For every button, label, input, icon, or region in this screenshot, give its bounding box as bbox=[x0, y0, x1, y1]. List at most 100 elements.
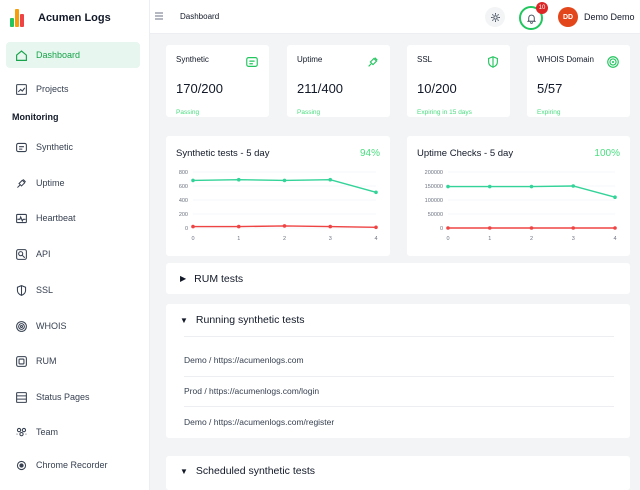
y-tick-label: 200000 bbox=[425, 170, 443, 176]
data-point bbox=[328, 224, 333, 229]
running-test-row[interactable]: Demo / https://acumenlogs.com/register bbox=[184, 417, 335, 427]
panel-title: RUM tests bbox=[194, 272, 244, 285]
x-tick-label: 1 bbox=[237, 236, 240, 242]
stat-title: WHOIS Domain bbox=[537, 55, 594, 64]
x-tick-label: 0 bbox=[446, 236, 449, 242]
data-point bbox=[487, 184, 492, 189]
y-tick-label: 200 bbox=[179, 212, 188, 218]
sidebar-item-ssl[interactable]: SSL bbox=[6, 277, 140, 303]
caret-down-icon: ▼ bbox=[180, 315, 188, 325]
stat-value: 211/400 bbox=[297, 81, 344, 96]
sidebar-item-chrome-recorder[interactable]: Chrome Recorder bbox=[6, 452, 140, 478]
divider bbox=[184, 336, 614, 337]
sidebar-item-team[interactable]: Team bbox=[6, 419, 140, 445]
sidebar-item-status-pages[interactable]: Status Pages bbox=[6, 384, 140, 410]
data-point bbox=[571, 226, 576, 230]
synthetic-icon bbox=[14, 140, 28, 154]
chart-percent: 100% bbox=[594, 148, 620, 159]
stat-value: 10/200 bbox=[417, 81, 457, 96]
sidebar-item-label: Team bbox=[36, 427, 59, 437]
brand[interactable]: Acumen Logs bbox=[10, 8, 111, 28]
sidebar-item-label: Chrome Recorder bbox=[36, 460, 108, 470]
synthetic-line-chart: 800 600 400 200 00 1 2 3 4 bbox=[179, 170, 378, 242]
caret-down-icon: ▼ bbox=[180, 466, 188, 476]
sidebar-item-projects[interactable]: Projects bbox=[6, 76, 140, 102]
stat-card-uptime[interactable]: Uptime 211/400 Passing bbox=[287, 45, 390, 117]
data-point bbox=[571, 184, 576, 188]
data-point bbox=[613, 195, 617, 199]
divider bbox=[184, 406, 614, 407]
x-tick-label: 2 bbox=[283, 236, 286, 242]
avatar[interactable]: DD bbox=[558, 7, 578, 27]
data-point bbox=[191, 224, 195, 229]
plug-icon bbox=[14, 176, 28, 190]
x-tick-label: 4 bbox=[374, 236, 377, 242]
sidebar: Acumen Logs Dashboard Projects Monitorin… bbox=[0, 0, 150, 490]
status-pages-icon bbox=[14, 390, 28, 404]
running-test-row[interactable]: Prod / https://acumenlogs.com/login bbox=[184, 386, 320, 396]
scheduled-tests-toggle[interactable]: ▼ Scheduled synthetic tests bbox=[180, 456, 315, 486]
stat-value: 5/57 bbox=[537, 81, 563, 96]
data-point bbox=[191, 178, 195, 183]
home-icon bbox=[14, 48, 28, 62]
running-tests-toggle[interactable]: ▼ Running synthetic tests bbox=[180, 304, 304, 336]
data-point bbox=[374, 225, 378, 230]
chart-card-synthetic: Synthetic tests - 5 day 94% 800 600 400 200… bbox=[166, 136, 390, 256]
y-tick-label: 150000 bbox=[425, 184, 443, 190]
chart-card-uptime: Uptime Checks - 5 day 100% 200000 150000 1… bbox=[407, 136, 630, 256]
sidebar-item-label: WHOIS bbox=[36, 321, 67, 331]
sidebar-item-label: Projects bbox=[36, 84, 69, 94]
chart-icon bbox=[14, 82, 28, 96]
sidebar-item-dashboard[interactable]: Dashboard bbox=[6, 42, 140, 68]
sidebar-item-label: Status Pages bbox=[36, 392, 90, 402]
running-test-row[interactable]: Demo / https://acumenlogs.com bbox=[184, 355, 304, 365]
team-icon bbox=[14, 425, 28, 439]
caret-right-icon: ▶ bbox=[180, 274, 187, 283]
settings-button[interactable] bbox=[485, 7, 505, 27]
sidebar-item-heartbeat[interactable]: Heartbeat bbox=[6, 205, 140, 231]
y-tick-label: 400 bbox=[179, 198, 188, 204]
x-tick-label: 3 bbox=[329, 236, 332, 242]
data-point bbox=[487, 226, 492, 230]
x-tick-label: 2 bbox=[530, 236, 533, 242]
stat-card-synthetic[interactable]: Synthetic 170/200 Passing bbox=[166, 45, 269, 117]
scheduled-tests-panel[interactable]: ▼ Scheduled synthetic tests bbox=[166, 456, 630, 490]
uptime-line-chart: 200000 150000 100000 50000 00 1 2 3 4 bbox=[425, 170, 617, 242]
shield-icon bbox=[488, 56, 498, 68]
notification-badge: 10 bbox=[536, 2, 548, 14]
rum-tests-toggle[interactable]: ▶ RUM tests bbox=[180, 263, 243, 294]
api-icon bbox=[14, 247, 28, 261]
brand-name: Acumen Logs bbox=[38, 12, 111, 24]
synthetic-icon bbox=[246, 57, 258, 67]
sidebar-item-synthetic[interactable]: Synthetic bbox=[6, 134, 140, 160]
running-tests-panel: ▼ Running synthetic tests Demo / https://… bbox=[166, 304, 630, 438]
sidebar-item-uptime[interactable]: Uptime bbox=[6, 170, 140, 196]
x-tick-label: 4 bbox=[613, 236, 616, 242]
sidebar-item-api[interactable]: API bbox=[6, 241, 140, 267]
stat-title: Synthetic bbox=[176, 55, 209, 64]
chrome-icon bbox=[14, 458, 28, 472]
page-title: Dashboard bbox=[180, 12, 220, 21]
stat-status: Passing bbox=[176, 109, 200, 116]
logo-icon bbox=[10, 9, 28, 27]
y-tick-label: 50000 bbox=[428, 212, 443, 218]
stat-title: Uptime bbox=[297, 55, 323, 64]
notifications-button[interactable] bbox=[519, 6, 543, 30]
stat-status: Expiring in 15 days bbox=[417, 109, 472, 116]
data-point bbox=[613, 226, 617, 230]
y-tick-label: 0 bbox=[185, 226, 188, 232]
rum-icon bbox=[14, 354, 28, 368]
chart-percent: 94% bbox=[359, 148, 380, 159]
sidebar-item-whois[interactable]: WHOIS bbox=[6, 313, 140, 339]
sidebar-item-label: RUM bbox=[36, 356, 57, 366]
rum-tests-panel[interactable]: ▶ RUM tests bbox=[166, 263, 630, 294]
stat-card-whois[interactable]: WHOIS Domain 5/57 Expiring bbox=[527, 45, 630, 117]
y-tick-label: 600 bbox=[179, 184, 188, 190]
sidebar-item-label: Heartbeat bbox=[36, 213, 76, 223]
stat-status: Expiring bbox=[537, 109, 561, 116]
stat-card-ssl[interactable]: SSL 10/200 Expiring in 15 days bbox=[407, 45, 510, 117]
data-point bbox=[236, 224, 241, 229]
menu-icon[interactable] bbox=[154, 11, 164, 21]
user-name[interactable]: Demo Demo bbox=[584, 12, 635, 22]
sidebar-item-rum[interactable]: RUM bbox=[6, 348, 140, 374]
